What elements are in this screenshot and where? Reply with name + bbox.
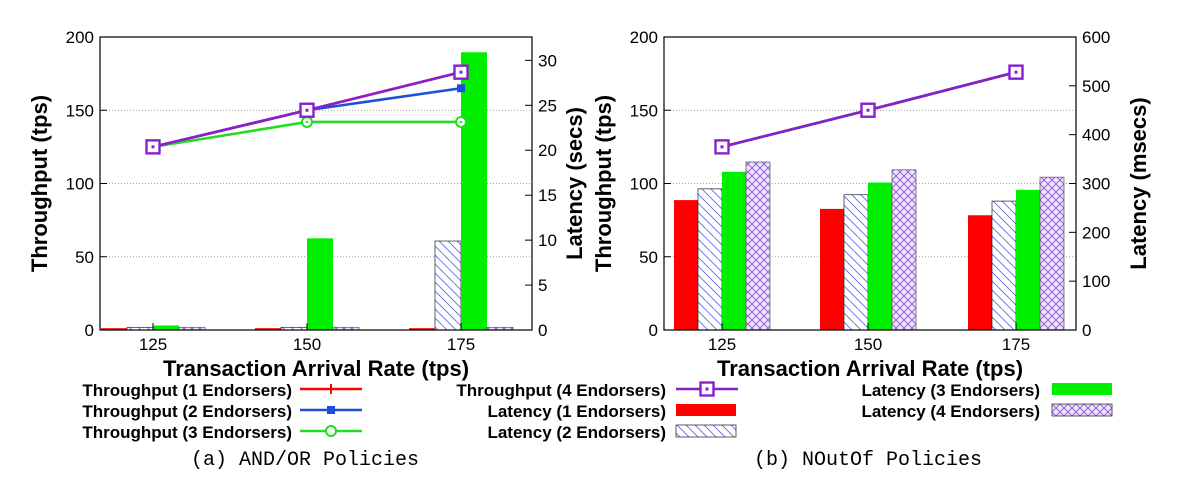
bar-latency-2-endorsers-175 <box>434 240 462 331</box>
y2tick-label: 20 <box>538 141 557 160</box>
bar-latency-3-endorsers-125 <box>722 171 746 330</box>
x-axis-title: Transaction Arrival Rate (tps) <box>717 356 1023 381</box>
legend-marker-square <box>327 406 335 414</box>
ytick-label: 150 <box>66 101 94 120</box>
y2tick-label: 100 <box>1082 272 1110 291</box>
marker-throughput-3-150-dot <box>305 120 309 124</box>
bar-latency-1-endorsers-150 <box>820 208 844 330</box>
ytick-label: 0 <box>85 321 94 340</box>
ytick-label: 200 <box>630 28 658 47</box>
y2tick-label: 500 <box>1082 77 1110 96</box>
legend-item-4: Throughput (4 Endorsers) <box>456 381 738 400</box>
y-axis-title: Throughput (tps) <box>591 95 616 272</box>
xtick-label: 125 <box>139 335 167 354</box>
bar-latency-1-endorsers-125 <box>674 200 698 330</box>
legend-marker-box-dot <box>705 387 709 391</box>
bar-latency-2-endorsers-150 <box>843 194 869 331</box>
subfigure-caption: (b) NOutOf Policies <box>754 449 982 472</box>
y-axis-title: Throughput (tps) <box>27 95 52 272</box>
legend-item-5: Latency (1 Endorsers) <box>487 402 736 421</box>
legend-marker-circle <box>325 425 337 437</box>
bar-latency-1-endorsers-125 <box>101 328 127 330</box>
legend-swatch <box>1051 403 1113 417</box>
y2tick-label: 30 <box>538 51 557 70</box>
legend-label: Latency (1 Endorsers) <box>487 402 666 421</box>
x-axis-title: Transaction Arrival Rate (tps) <box>163 356 469 381</box>
legend-swatch <box>676 404 736 416</box>
legend-item-3: Throughput (3 Endorsers) <box>82 423 362 442</box>
ytick-label: 100 <box>630 175 658 194</box>
y2tick-label: 300 <box>1082 175 1110 194</box>
y2tick-label: 200 <box>1082 223 1110 242</box>
legend-label: Throughput (4 Endorsers) <box>456 381 666 400</box>
xtick-label: 175 <box>1002 335 1030 354</box>
marker-throughput-4-175-dot <box>1014 70 1018 74</box>
bar-latency-2-endorsers-175 <box>991 200 1017 331</box>
marker-throughput-2-175 <box>457 84 465 93</box>
y2tick-label: 15 <box>538 186 557 205</box>
legend-marker-plus <box>326 384 336 394</box>
y2tick-label: 400 <box>1082 126 1110 145</box>
y2-axis-title: Latency (secs) <box>562 107 587 260</box>
y2tick-label: 0 <box>538 321 547 340</box>
marker-throughput-4-125-dot <box>720 145 724 149</box>
bar-latency-2-endorsers-125 <box>697 188 723 331</box>
legend-item-7: Latency (3 Endorsers) <box>861 381 1112 400</box>
xtick-label: 125 <box>708 335 736 354</box>
marker-throughput-4-125-dot <box>151 145 155 149</box>
y2tick-label: 10 <box>538 231 557 250</box>
bar-latency-4-endorsers-125 <box>745 161 771 331</box>
marker-throughput-4-175-dot <box>459 70 463 74</box>
bar-latency-3-endorsers-175 <box>1016 189 1040 330</box>
legend-label: Throughput (2 Endorsers) <box>82 402 292 421</box>
bar-latency-3-endorsers-125 <box>153 325 179 330</box>
bar-latency-1-endorsers-150 <box>255 328 281 330</box>
ytick-label: 200 <box>66 28 94 47</box>
ytick-label: 50 <box>75 248 94 267</box>
bar-latency-3-endorsers-150 <box>307 238 333 330</box>
marker-throughput-3-175-dot <box>459 120 463 124</box>
legend-label: Latency (2 Endorsers) <box>487 423 666 442</box>
legend-item-6: Latency (2 Endorsers) <box>487 423 737 442</box>
legend-swatch <box>675 424 737 438</box>
legend-item-2: Throughput (2 Endorsers) <box>82 402 362 421</box>
y2-axis-title: Latency (msecs) <box>1126 97 1151 269</box>
legend-label: Throughput (1 Endorsers) <box>82 381 292 400</box>
bar-latency-3-endorsers-150 <box>868 182 892 330</box>
legend: Throughput (1 Endorsers) Throughput (2 En… <box>82 381 1113 442</box>
y2tick-label: 5 <box>538 276 547 295</box>
chart-panel-b: 0 50 100 150 200 0 100 200 300 400 500 600 125 150 175… <box>591 28 1151 472</box>
marker-throughput-4-150-dot <box>866 108 870 112</box>
bar-latency-4-endorsers-175 <box>1039 176 1065 331</box>
xtick-label: 150 <box>293 335 321 354</box>
y2tick-label: 25 <box>538 96 557 115</box>
legend-swatch <box>1052 383 1112 395</box>
bar-latency-3-endorsers-175 <box>461 52 487 330</box>
panels: 0 50 100 150 200 0 5 10 15 20 25 30 125 150 175 Through… <box>27 28 1151 472</box>
xtick-label: 175 <box>447 335 475 354</box>
y2tick-label: 0 <box>1082 321 1091 340</box>
bar-latency-1-endorsers-175 <box>968 215 992 330</box>
legend-item-8: Latency (4 Endorsers) <box>861 402 1113 421</box>
ytick-label: 100 <box>66 175 94 194</box>
legend-label: Latency (4 Endorsers) <box>861 402 1040 421</box>
legend-label: Throughput (3 Endorsers) <box>82 423 292 442</box>
ytick-label: 50 <box>639 248 658 267</box>
subfigure-caption: (a) AND/OR Policies <box>191 449 419 472</box>
chart-panel-a: 0 50 100 150 200 0 5 10 15 20 25 30 125 150 175 Through… <box>27 28 587 472</box>
y2tick-label: 600 <box>1082 28 1110 47</box>
legend-label: Latency (3 Endorsers) <box>861 381 1040 400</box>
ytick-label: 0 <box>649 321 658 340</box>
marker-throughput-4-150-dot <box>305 108 309 112</box>
legend-item-1: Throughput (1 Endorsers) <box>82 381 362 400</box>
xtick-label: 150 <box>854 335 882 354</box>
bar-latency-1-endorsers-175 <box>409 328 435 330</box>
bar-latency-4-endorsers-150 <box>891 169 917 331</box>
ytick-label: 150 <box>630 101 658 120</box>
